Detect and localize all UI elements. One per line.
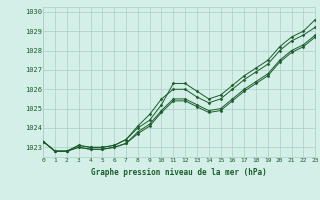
X-axis label: Graphe pression niveau de la mer (hPa): Graphe pression niveau de la mer (hPa)	[91, 168, 267, 177]
